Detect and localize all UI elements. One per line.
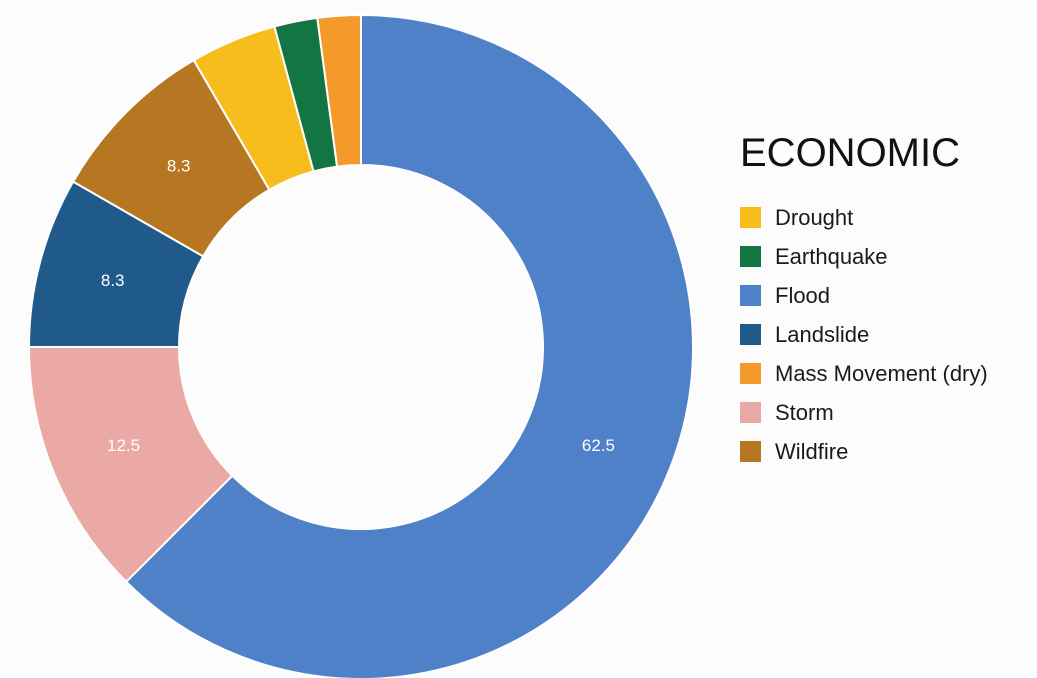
legend-label-earthquake: Earthquake bbox=[775, 243, 888, 269]
legend-item-wildfire: Wildfire bbox=[740, 432, 1037, 471]
legend-item-mass-movement-dry: Mass Movement (dry) bbox=[740, 354, 1037, 393]
legend-label-storm: Storm bbox=[775, 399, 834, 425]
legend-items: Drought Earthquake Flood Landslide Mass Move… bbox=[740, 198, 1037, 471]
donut-chart: 62.5 12.5 8.3 8.3 bbox=[27, 13, 694, 678]
legend-label-landslide: Landslide bbox=[775, 321, 870, 347]
legend-swatch-drought bbox=[740, 207, 761, 228]
legend-item-flood: Flood bbox=[740, 276, 1037, 315]
slice-label-storm: 12.5 bbox=[107, 436, 140, 455]
legend-label-mass-movement-dry: Mass Movement (dry) bbox=[775, 360, 988, 386]
legend-swatch-landslide bbox=[740, 324, 761, 345]
slice-flood bbox=[124, 13, 694, 678]
legend-label-drought: Drought bbox=[775, 204, 854, 230]
legend-item-drought: Drought bbox=[740, 198, 1037, 237]
legend: ECONOMIC Drought Earthquake Flood Landslide… bbox=[740, 130, 1037, 471]
legend-swatch-storm bbox=[740, 402, 761, 423]
slice-storm bbox=[27, 346, 234, 584]
legend-label-wildfire: Wildfire bbox=[775, 438, 849, 464]
legend-swatch-flood bbox=[740, 285, 761, 306]
legend-swatch-earthquake bbox=[740, 246, 761, 267]
slice-label-landslide: 8.3 bbox=[101, 271, 125, 290]
slice-mass-movement-dry bbox=[316, 13, 362, 168]
legend-label-flood: Flood bbox=[775, 282, 831, 308]
slice-label-wildfire: 8.3 bbox=[167, 156, 191, 175]
legend-item-storm: Storm bbox=[740, 393, 1037, 432]
chart-title: ECONOMIC bbox=[740, 131, 960, 175]
legend-item-earthquake: Earthquake bbox=[740, 237, 1037, 276]
legend-swatch-mass-movement-dry bbox=[740, 363, 761, 384]
slice-label-flood: 62.5 bbox=[582, 436, 615, 455]
legend-swatch-wildfire bbox=[740, 441, 761, 462]
legend-item-landslide: Landslide bbox=[740, 315, 1037, 354]
